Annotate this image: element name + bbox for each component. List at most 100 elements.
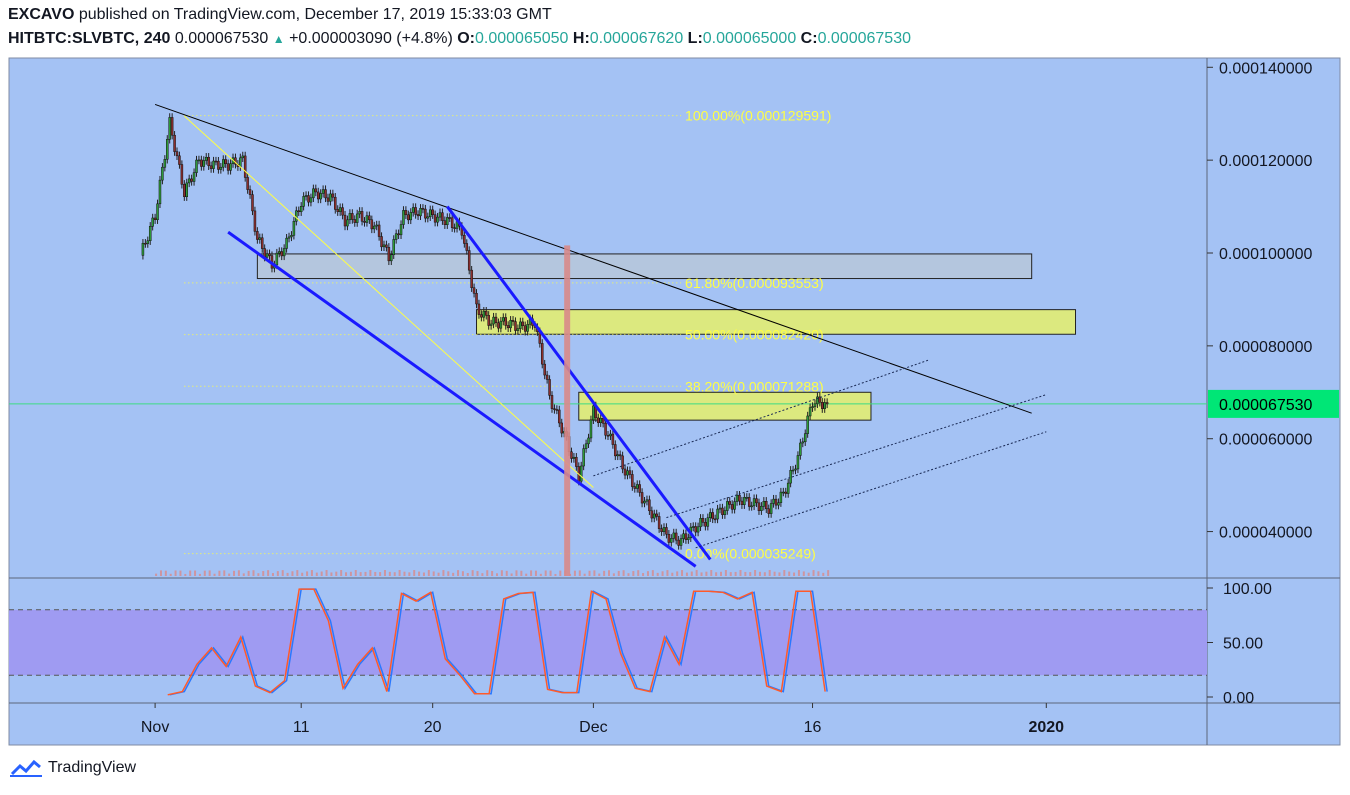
candle-body <box>706 517 710 527</box>
candle-body <box>185 182 189 197</box>
volume-bar <box>306 571 309 576</box>
candle-body <box>448 217 451 219</box>
candle-body <box>716 508 719 520</box>
candle-body <box>704 522 707 527</box>
candle-body <box>358 211 361 215</box>
open-value: 0.000065050 <box>475 30 569 47</box>
candle-body <box>287 236 291 239</box>
candle-body <box>365 215 369 223</box>
volume-bar <box>593 570 596 576</box>
candle-body <box>743 497 746 505</box>
candle-body <box>346 219 349 227</box>
candle-body <box>769 503 773 514</box>
close-value: 0.000067530 <box>817 30 911 47</box>
candle-body <box>463 234 466 244</box>
candle-body <box>606 434 610 437</box>
time-axis-label: 20 <box>424 719 442 736</box>
candle-body <box>146 240 150 244</box>
volume-bar <box>793 572 796 576</box>
candle-body <box>767 508 770 514</box>
volume-bar <box>500 570 503 576</box>
candle-body <box>579 465 583 482</box>
volume-bar <box>671 572 674 576</box>
volume-bar <box>783 570 786 576</box>
volume-bar <box>646 571 649 576</box>
candle-body <box>519 321 522 329</box>
volume-bar <box>583 573 586 576</box>
author-name[interactable]: EXCAVO <box>8 6 75 23</box>
volume-bar <box>233 570 236 576</box>
candle-body <box>229 163 232 171</box>
volume-bar <box>778 572 781 576</box>
candle-body <box>514 321 517 331</box>
volume-bar <box>617 570 620 576</box>
volume-bar <box>340 570 343 576</box>
candle-body <box>592 405 595 421</box>
candle-body <box>614 444 617 457</box>
candle-body <box>611 433 615 445</box>
fib-level-label: 61.80%(0.000093553) <box>685 275 824 291</box>
candle-body <box>375 224 378 227</box>
volume-bar <box>374 571 377 576</box>
volume-bar <box>159 570 162 576</box>
candle-body <box>419 208 422 217</box>
stoch-d-line <box>167 588 826 696</box>
candle-body <box>721 507 724 515</box>
candle-body <box>265 253 269 258</box>
volume-bar <box>281 570 284 576</box>
candle-body <box>589 419 593 439</box>
candle-body <box>224 159 227 164</box>
candle-body <box>650 510 654 519</box>
candle-body <box>321 189 325 194</box>
volume-bar <box>510 573 513 576</box>
volume-bar <box>627 573 630 576</box>
tradingview-logo[interactable]: TradingView <box>8 758 136 778</box>
volume-bar <box>422 572 425 576</box>
candle-body <box>631 474 634 487</box>
candle-body <box>385 244 388 248</box>
candle-body <box>543 363 546 376</box>
candle-body <box>555 409 559 411</box>
candle-body <box>166 139 169 160</box>
candle-body <box>329 193 332 202</box>
candle-body <box>480 314 483 318</box>
candle-body <box>226 163 230 171</box>
candle-body <box>475 293 478 305</box>
fib-level-label: 38.20%(0.000071288) <box>685 378 824 394</box>
volume-bar <box>349 571 352 576</box>
stoch-axis-label: 100.00 <box>1223 581 1272 598</box>
candle-body <box>187 178 191 184</box>
candle-body <box>789 470 792 484</box>
candle-body <box>755 498 758 504</box>
candle-body <box>728 501 731 505</box>
symbol-label[interactable]: HITBTC:SLVBTC, 240 <box>8 30 171 47</box>
volume-bar <box>379 572 382 576</box>
candle-body <box>433 214 437 223</box>
volume-bar <box>218 570 221 576</box>
candle-body <box>161 166 164 181</box>
candle-body <box>219 166 223 170</box>
candle-body <box>516 328 520 331</box>
candle-body <box>779 491 783 503</box>
candle-body <box>299 206 303 213</box>
publish-info: EXCAVO published on TradingView.com, Dec… <box>8 6 552 24</box>
candle-body <box>597 417 600 424</box>
candle-body <box>394 233 398 240</box>
volume-bar <box>359 572 362 576</box>
candle-body <box>621 455 624 470</box>
candle-body <box>467 250 471 271</box>
candle-body <box>407 214 410 221</box>
up-arrow-icon: ▲ <box>272 32 285 46</box>
candle-body <box>711 512 714 520</box>
candle-body <box>553 408 556 410</box>
candle-body <box>348 213 352 221</box>
volume-bar <box>208 570 211 576</box>
candle-body <box>431 209 434 215</box>
yellow-zone-upper <box>476 309 1077 335</box>
candle-body <box>248 189 252 195</box>
volume-bar <box>427 570 430 576</box>
volume-bar <box>685 572 688 576</box>
candle-body <box>521 321 525 327</box>
candle-body <box>243 155 247 178</box>
